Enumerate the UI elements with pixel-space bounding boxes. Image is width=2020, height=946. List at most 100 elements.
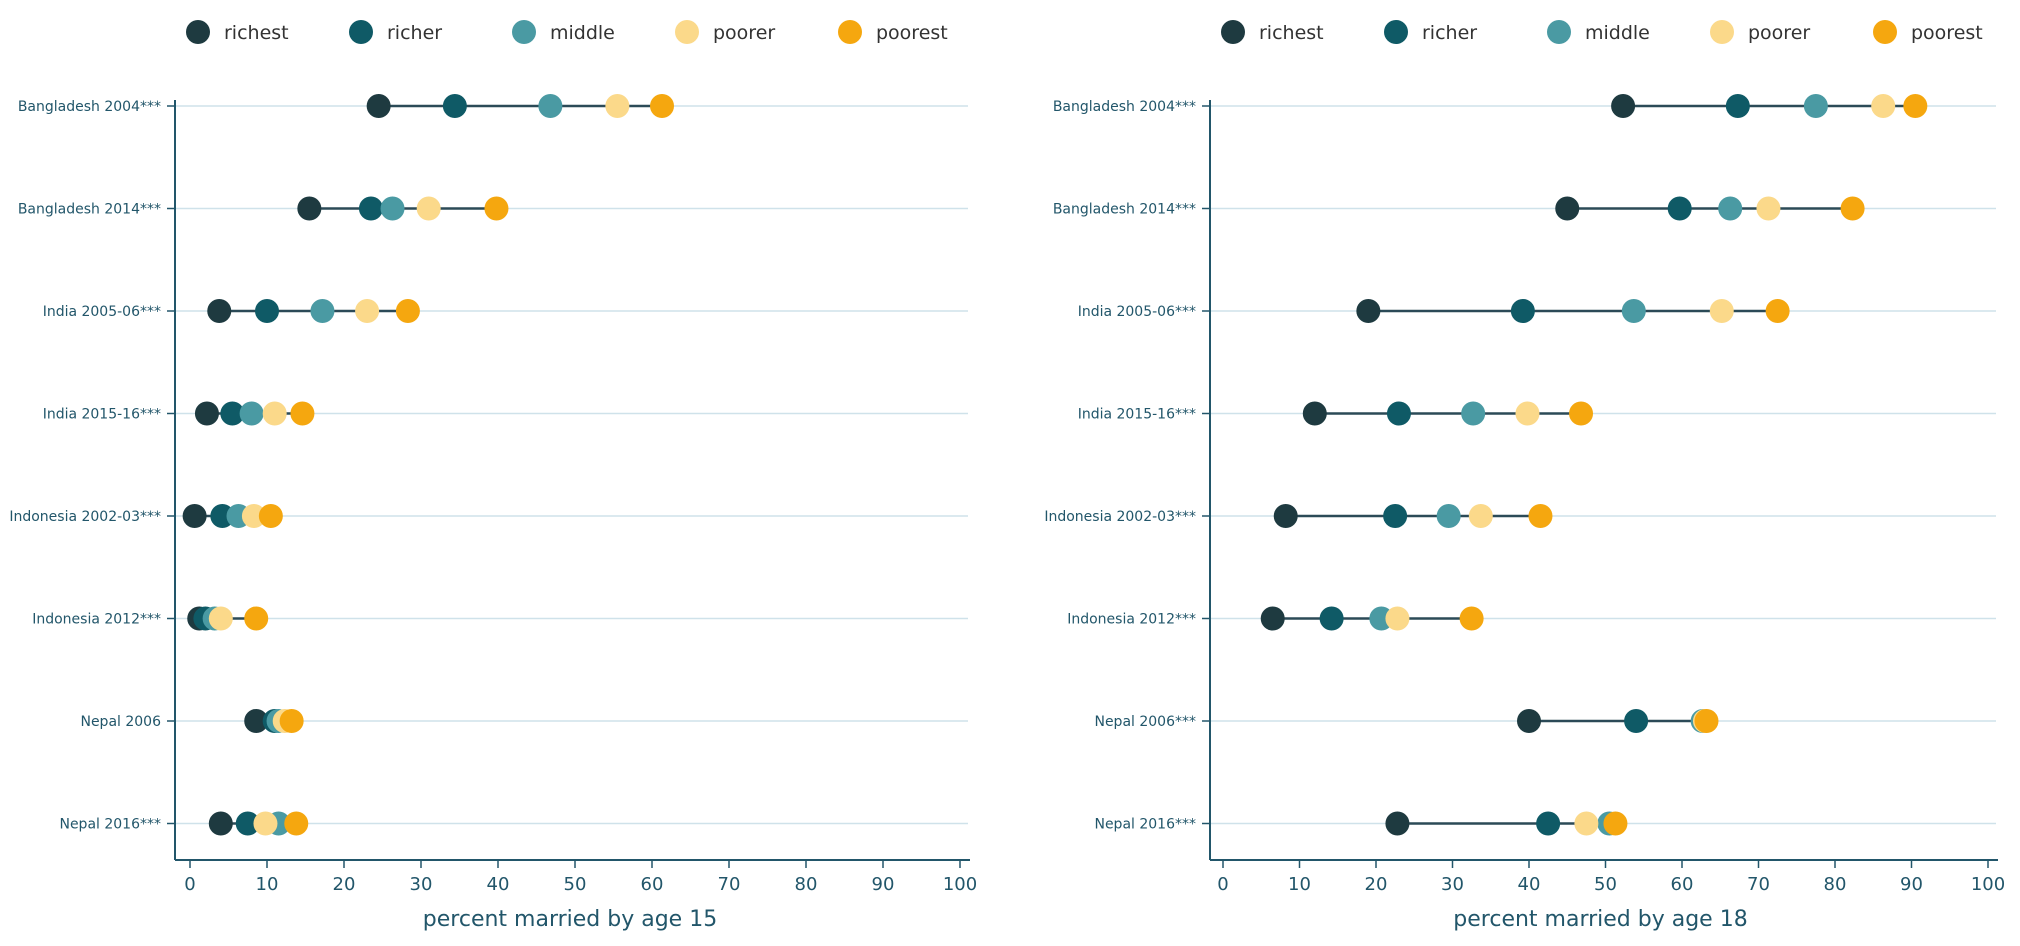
data-point-poorest [484, 196, 509, 221]
data-point-richest [1517, 709, 1541, 733]
x-tick-label: 30 [410, 874, 433, 895]
legend-marker-poorer [675, 20, 699, 44]
data-point-richer [1725, 94, 1750, 118]
legend-label-poorer: poorer [713, 22, 775, 44]
data-point-poorest [284, 811, 309, 836]
x-tick-label: 50 [564, 874, 587, 895]
y-tick-label: India 2015-16*** [43, 407, 161, 423]
data-point-richest [207, 299, 232, 323]
y-tick-label: India 2005-06*** [43, 304, 161, 320]
data-point-poorest [290, 401, 315, 426]
data-point-poorer [262, 401, 287, 426]
legend-marker-richest [1221, 20, 1245, 44]
data-point-richer [1319, 606, 1344, 631]
data-point-poorer [416, 196, 441, 221]
legend-marker-poorest [838, 20, 862, 44]
x-axis-title: percent married by age 18 [1453, 907, 1747, 932]
data-point-middle [1621, 299, 1646, 323]
legend-marker-richest [186, 20, 210, 44]
data-point-richer [358, 196, 383, 221]
data-point-middle [1436, 504, 1461, 528]
data-point-middle [1718, 196, 1743, 221]
data-point-poorest [1840, 196, 1865, 221]
data-point-poorer [605, 94, 630, 118]
data-point-poorer [1756, 196, 1781, 221]
data-point-middle [239, 401, 264, 426]
x-tick-label: 60 [1671, 874, 1694, 895]
legend-label-richest: richest [1259, 22, 1324, 44]
x-tick-label: 0 [184, 874, 195, 895]
legend-label-middle: middle [1585, 22, 1650, 44]
data-point-poorest [279, 709, 304, 733]
data-point-richest [1385, 811, 1410, 836]
x-tick-label: 100 [1971, 874, 2005, 895]
y-tick-label: Nepal 2006*** [1094, 714, 1196, 730]
data-point-richest [208, 811, 233, 836]
data-point-middle [380, 196, 405, 221]
y-tick-label: Bangladesh 2004*** [18, 99, 161, 115]
data-point-richest [1273, 504, 1298, 528]
x-tick-label: 40 [1518, 874, 1541, 895]
legend-marker-poorer [1710, 20, 1734, 44]
y-tick-label: Bangladesh 2014*** [1053, 202, 1196, 218]
data-point-poorer [1871, 94, 1896, 118]
data-point-richest [194, 401, 219, 426]
data-point-richer [1536, 811, 1561, 836]
legend-marker-richer [1384, 20, 1408, 44]
data-point-richer [1667, 196, 1692, 221]
legend-label-poorer: poorer [1748, 22, 1810, 44]
x-tick-label: 30 [1441, 874, 1464, 895]
chart-panel-1: richest richer middle poorer poorest Banglade… [9, 20, 977, 932]
x-tick-label: 70 [1747, 874, 1770, 895]
legend-label-poorest: poorest [876, 22, 948, 44]
data-point-poorest [1459, 606, 1484, 631]
x-tick-label: 20 [333, 874, 356, 895]
legend-label-poorest: poorest [1911, 22, 1983, 44]
x-tick-label: 60 [641, 874, 664, 895]
data-point-poorest [1765, 299, 1790, 323]
data-point-richest [1356, 299, 1381, 323]
data-point-poorest [1903, 94, 1928, 118]
legend-marker-richer [349, 20, 373, 44]
data-point-richer [1624, 709, 1649, 733]
x-tick-label: 100 [943, 874, 977, 895]
data-point-middle [1803, 94, 1828, 118]
data-point-poorest [258, 504, 283, 528]
data-point-poorer [241, 504, 266, 528]
legend-label-middle: middle [550, 22, 615, 44]
x-tick-label: 10 [256, 874, 279, 895]
legend-label-richer: richer [1422, 22, 1477, 44]
data-point-poorest [244, 606, 269, 631]
data-point-poorer [1515, 401, 1540, 426]
x-tick-label: 50 [1594, 874, 1617, 895]
data-point-poorer [1574, 811, 1599, 836]
y-tick-label: Indonesia 2002-03*** [9, 509, 161, 525]
data-point-middle [538, 94, 563, 118]
x-tick-label: 70 [718, 874, 741, 895]
data-point-richest [1302, 401, 1327, 426]
data-point-poorer [355, 299, 380, 323]
data-point-poorest [1528, 504, 1553, 528]
data-point-poorer [1385, 606, 1410, 631]
data-point-poorer [208, 606, 233, 631]
data-point-richer [235, 811, 260, 836]
legend-marker-middle [512, 20, 536, 44]
data-point-richest [1555, 196, 1580, 221]
x-tick-label: 20 [1365, 874, 1388, 895]
data-point-richer [1510, 299, 1535, 323]
data-point-richest [297, 196, 322, 221]
y-tick-label: Bangladesh 2014*** [18, 202, 161, 218]
y-tick-label: Bangladesh 2004*** [1053, 99, 1196, 115]
data-point-richest [244, 709, 269, 733]
data-point-poorer [1709, 299, 1734, 323]
data-point-poorest [650, 94, 675, 118]
data-point-richest [182, 504, 207, 528]
data-point-richest [1611, 94, 1636, 118]
data-point-richest [1260, 606, 1285, 631]
legend-label-richest: richest [224, 22, 289, 44]
data-point-richer [255, 299, 279, 323]
data-point-richer [442, 94, 467, 118]
x-tick-label: 80 [1824, 874, 1847, 895]
x-tick-label: 90 [872, 874, 895, 895]
y-tick-label: Indonesia 2012*** [32, 612, 161, 628]
